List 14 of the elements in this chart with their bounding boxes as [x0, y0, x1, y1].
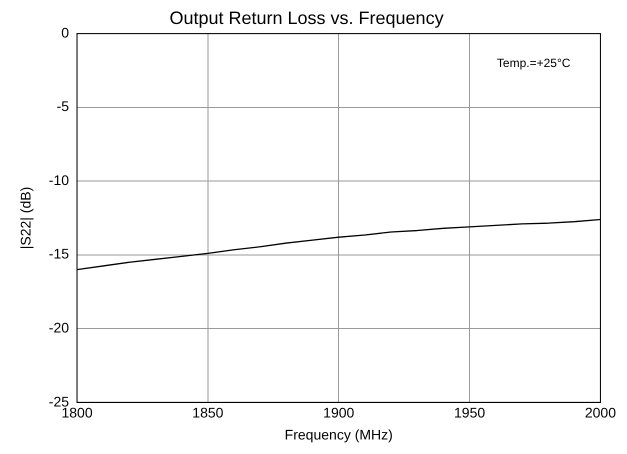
y-tick-label: -20: [48, 320, 70, 336]
y-axis-title: |S22| (dB): [17, 186, 34, 250]
x-tick-label: 1950: [454, 404, 486, 421]
y-tick-label: -25: [48, 393, 70, 410]
y-tick-label: 0: [61, 24, 70, 40]
y-tick-label: -10: [48, 172, 70, 188]
y-tick-label: -5: [56, 98, 70, 114]
y-tick-label: -15: [48, 246, 70, 262]
x-axis-title: Frequency (MHz): [284, 426, 393, 442]
chart-title: Output Return Loss vs. Frequency: [169, 8, 444, 28]
x-tick-label: 1850: [192, 404, 224, 421]
annotation: Temp.=+25°C: [496, 56, 571, 70]
x-tick-label: 2000: [584, 404, 616, 421]
x-tick-label: 1900: [323, 404, 355, 421]
